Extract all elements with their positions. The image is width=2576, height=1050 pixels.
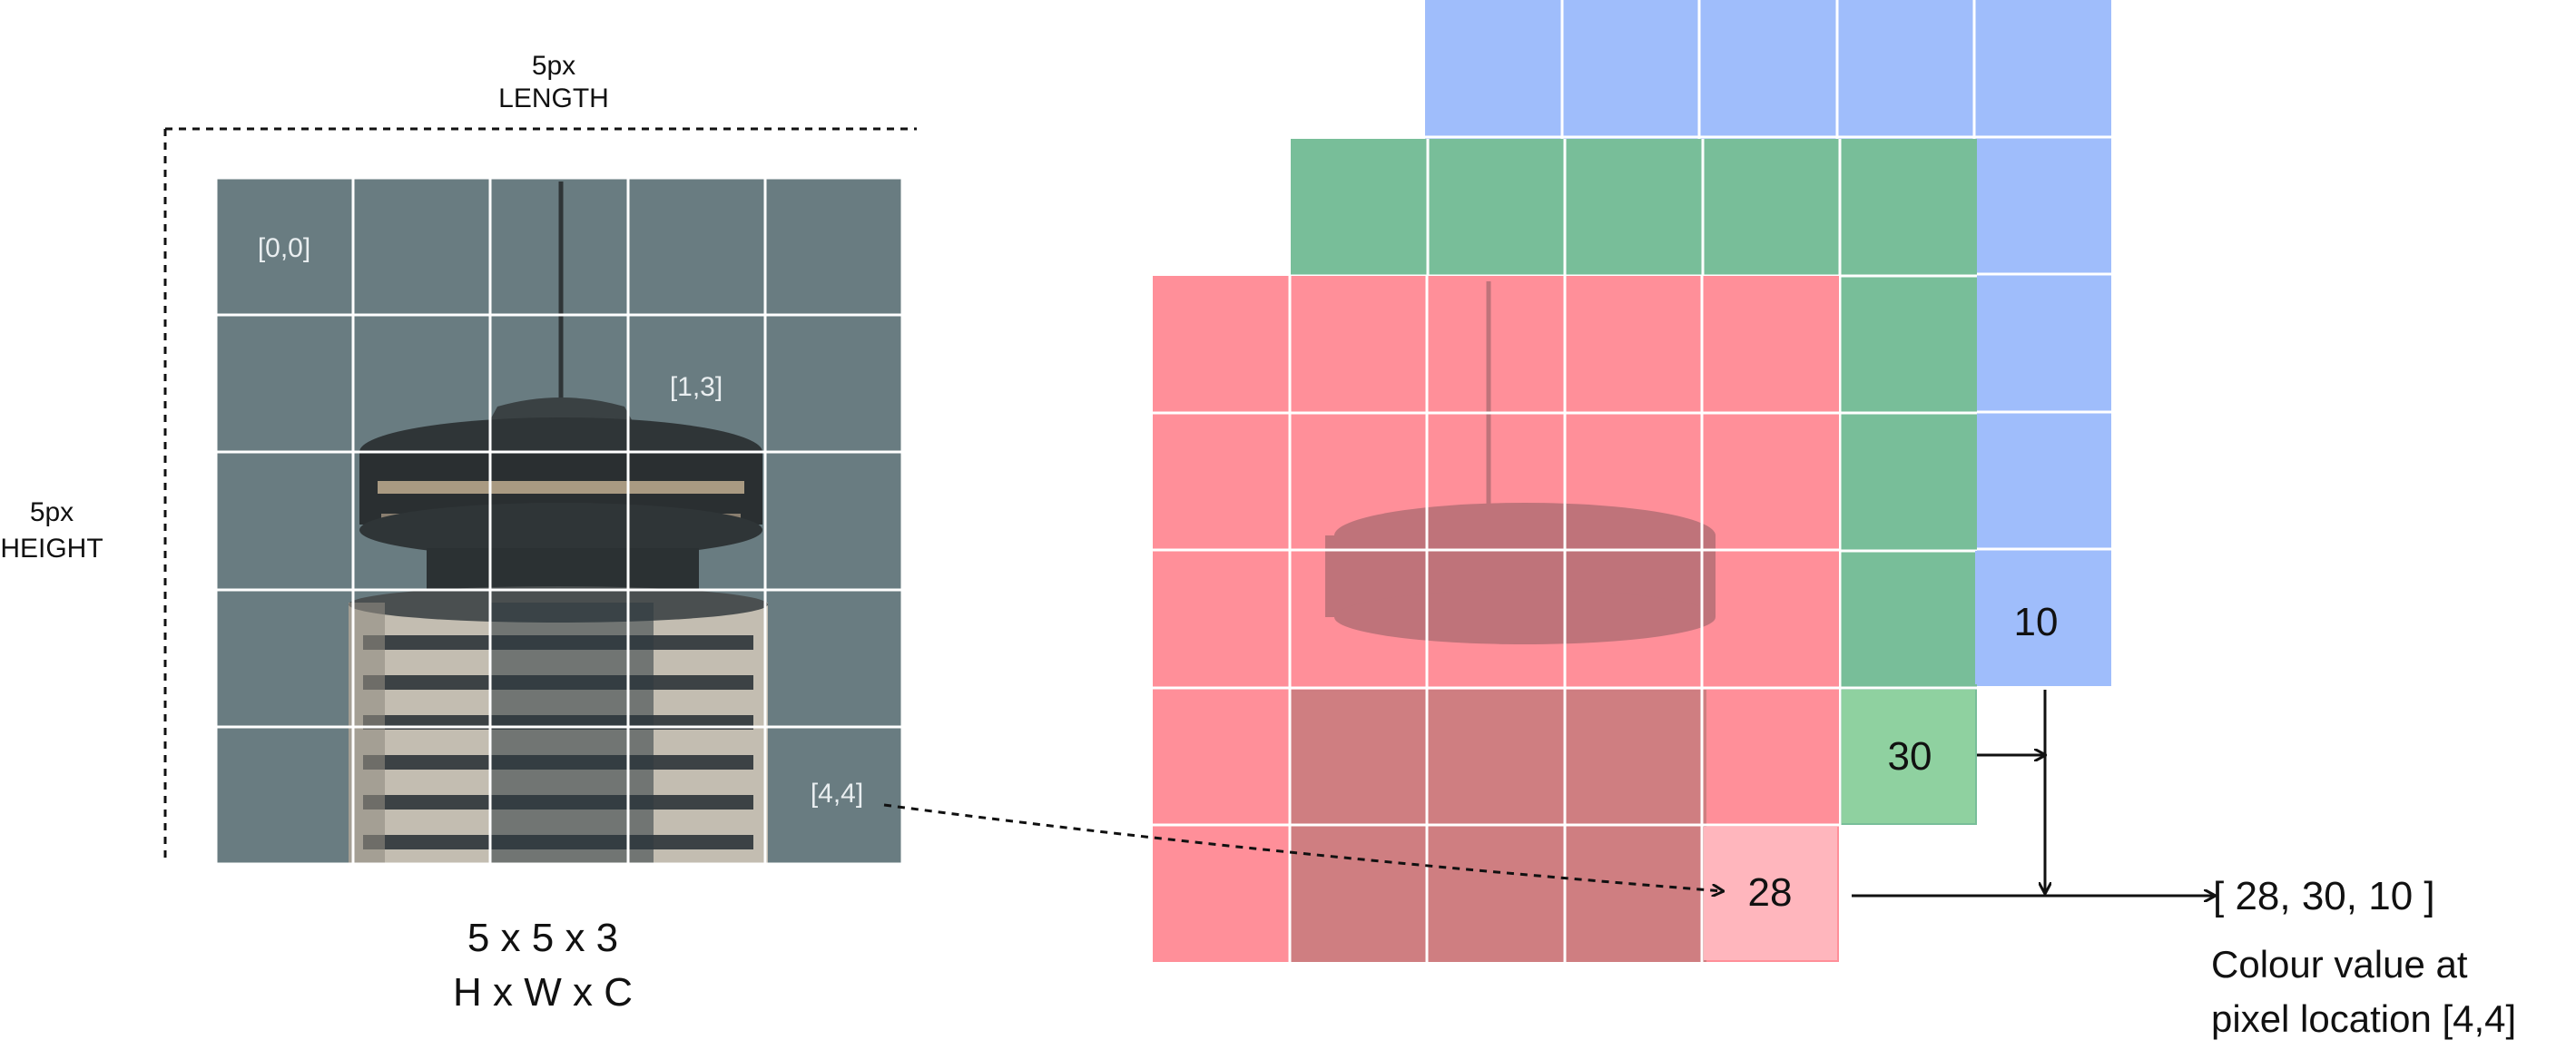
dims-label: H x W x C bbox=[453, 970, 633, 1015]
coord-label-0-0: [0,0] bbox=[258, 233, 310, 263]
blue-pixel-cell bbox=[1975, 551, 2109, 684]
dashed-pointer-arrow bbox=[883, 803, 1723, 891]
red-value: 28 bbox=[1748, 870, 1793, 915]
coord-label-4-4: [4,4] bbox=[811, 779, 863, 809]
shape-label: 5 x 5 x 3 bbox=[467, 916, 618, 960]
length-label: LENGTH bbox=[498, 83, 609, 113]
dimension-bracket bbox=[163, 127, 917, 858]
height-label: HEIGHT bbox=[0, 534, 103, 564]
blue-value: 10 bbox=[2014, 600, 2059, 644]
tower-photo bbox=[216, 178, 902, 864]
height-px-label: 5px bbox=[30, 497, 74, 527]
caption-line-1: Colour value at bbox=[2211, 943, 2468, 986]
green-pixel-cell bbox=[1842, 690, 1975, 823]
green-value: 30 bbox=[1888, 734, 1932, 779]
caption-line-2: pixel location [4,4] bbox=[2211, 997, 2516, 1040]
red-pixel-cell bbox=[1704, 827, 1837, 960]
rgb-vector: [ 28, 30, 10 ] bbox=[2213, 874, 2435, 918]
coord-label-1-3: [1,3] bbox=[670, 372, 723, 402]
length-px-label: 5px bbox=[532, 51, 575, 81]
photo-grid bbox=[214, 176, 904, 866]
